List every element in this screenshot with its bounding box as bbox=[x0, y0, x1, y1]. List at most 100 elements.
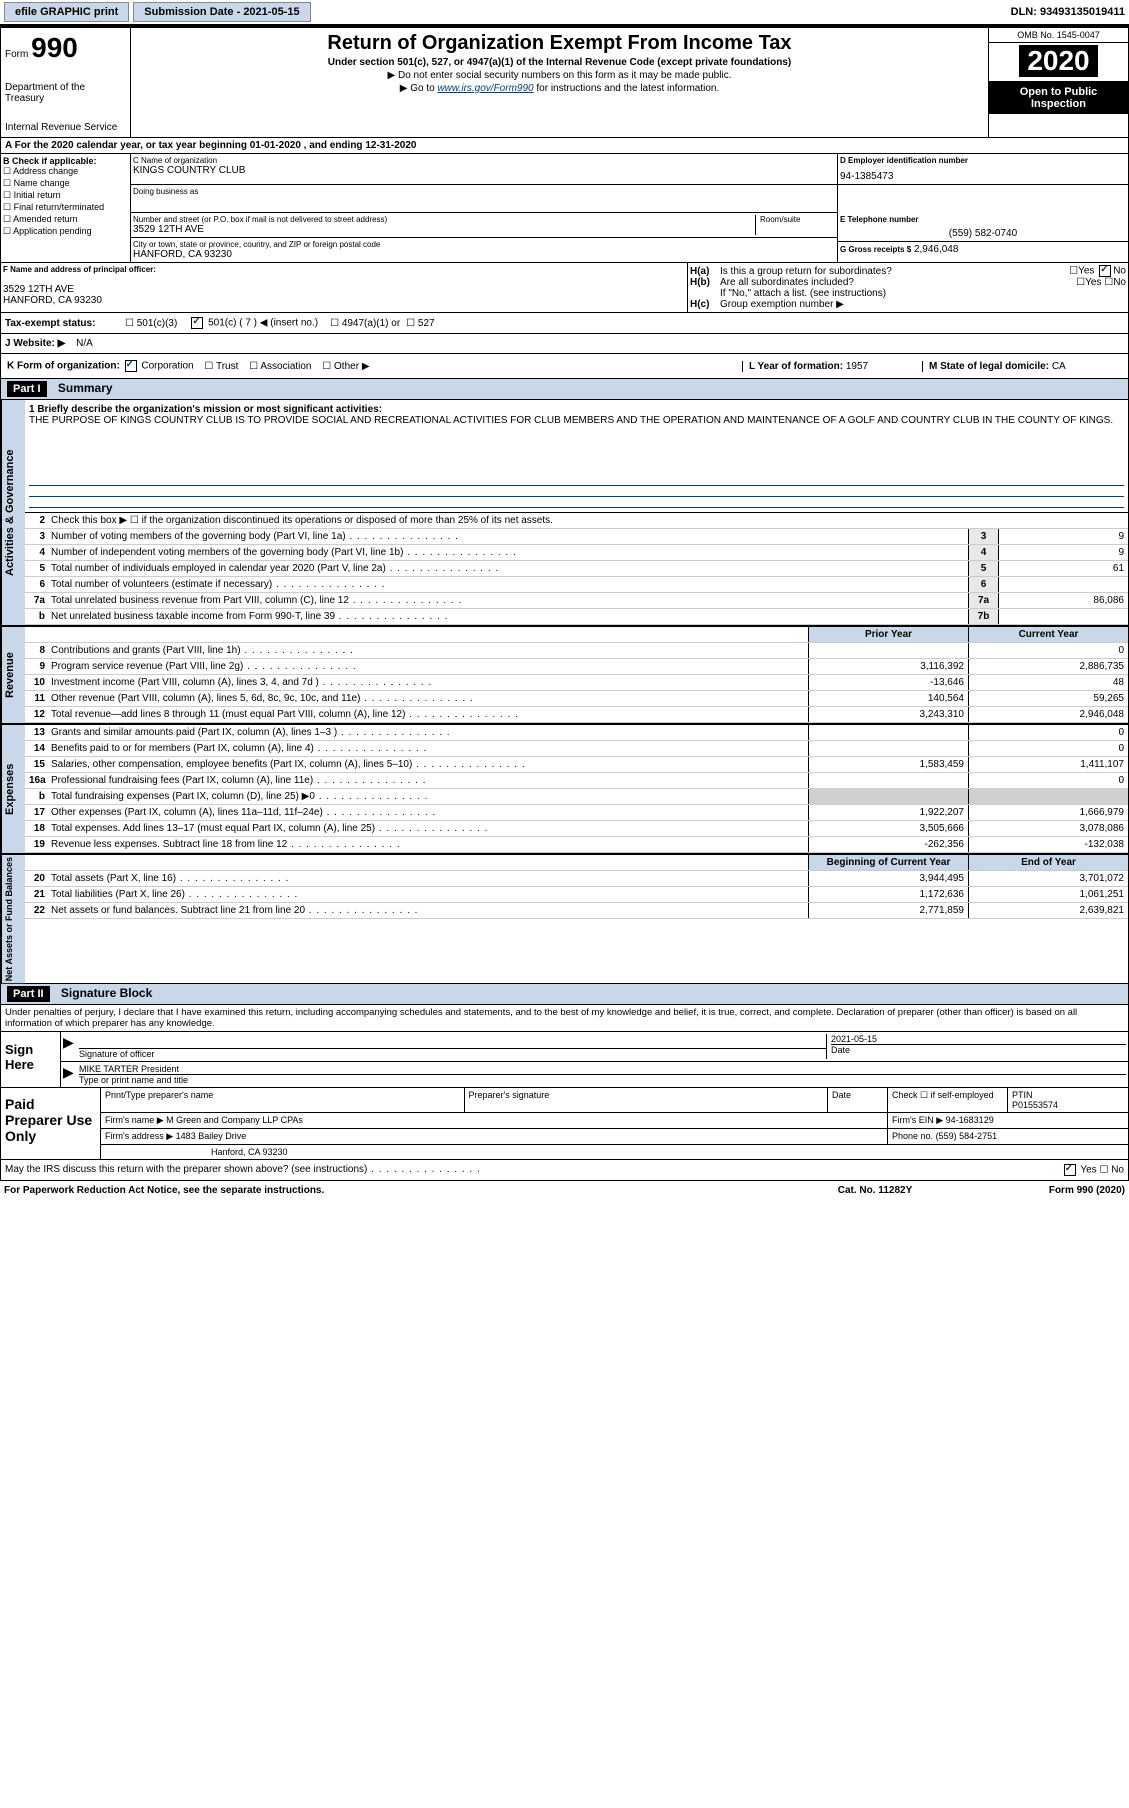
firm-phone-label: Phone no. bbox=[892, 1131, 933, 1141]
ein-label: D Employer identification number bbox=[840, 156, 1126, 165]
prep-date-label: Date bbox=[832, 1090, 851, 1100]
i-4947[interactable]: 4947(a)(1) or bbox=[342, 318, 400, 329]
officer-label: F Name and address of principal officer: bbox=[3, 265, 685, 274]
page-footer: For Paperwork Reduction Act Notice, see … bbox=[0, 1181, 1129, 1200]
discuss-yes[interactable] bbox=[1064, 1164, 1076, 1176]
cb-address-change[interactable]: ☐ Address change bbox=[3, 166, 128, 177]
website-label: J Website: ▶ bbox=[5, 338, 65, 349]
part1-header: Part I Summary bbox=[0, 379, 1129, 400]
sign-here-block: Sign Here ▶ Signature of officer 2021-05… bbox=[0, 1032, 1129, 1088]
phone-label: E Telephone number bbox=[840, 215, 1126, 224]
table-row: 17Other expenses (Part IX, column (A), l… bbox=[25, 805, 1128, 821]
form-number: 990 bbox=[31, 32, 78, 63]
begin-year-hdr: Beginning of Current Year bbox=[808, 855, 968, 870]
ha-text: Is this a group return for subordinates? bbox=[720, 266, 1069, 277]
i-501c3[interactable]: 501(c)(3) bbox=[137, 318, 178, 329]
discuss-no[interactable]: No bbox=[1111, 1165, 1124, 1176]
cb-initial-return[interactable]: ☐ Initial return bbox=[3, 190, 128, 201]
sidebar-net: Net Assets or Fund Balances bbox=[1, 855, 25, 983]
firm-name-label: Firm's name ▶ bbox=[105, 1115, 164, 1125]
cb-name-change[interactable]: ☐ Name change bbox=[3, 178, 128, 189]
end-year-hdr: End of Year bbox=[968, 855, 1128, 870]
table-row: 15Salaries, other compensation, employee… bbox=[25, 757, 1128, 773]
firm-addr1: 1483 Bailey Drive bbox=[176, 1131, 247, 1141]
footer-mid: Cat. No. 11282Y bbox=[775, 1185, 975, 1196]
domicile: CA bbox=[1052, 361, 1066, 372]
dba-label: Doing business as bbox=[133, 187, 835, 196]
dept-treasury: Department of the Treasury bbox=[5, 82, 126, 104]
part1-body: Activities & Governance 1 Briefly descri… bbox=[0, 400, 1129, 984]
section-f-h: F Name and address of principal officer:… bbox=[0, 263, 1129, 313]
cb-app-pending[interactable]: ☐ Application pending bbox=[3, 226, 128, 237]
note-link: ▶ Go to www.irs.gov/Form990 for instruct… bbox=[135, 83, 984, 94]
table-row: 12Total revenue—add lines 8 through 11 (… bbox=[25, 707, 1128, 723]
paid-preparer-block: Paid Preparer Use Only Print/Type prepar… bbox=[0, 1088, 1129, 1160]
officer-addr2: HANFORD, CA 93230 bbox=[3, 295, 685, 306]
form-subtitle: Under section 501(c), 527, or 4947(a)(1)… bbox=[135, 57, 984, 68]
paid-preparer-label: Paid Preparer Use Only bbox=[1, 1088, 101, 1159]
table-row: 18Total expenses. Add lines 13–17 (must … bbox=[25, 821, 1128, 837]
table-row: bNet unrelated business taxable income f… bbox=[25, 609, 1128, 625]
firm-phone: (559) 584-2751 bbox=[936, 1131, 998, 1141]
cb-amended[interactable]: ☐ Amended return bbox=[3, 214, 128, 225]
table-row: 19Revenue less expenses. Subtract line 1… bbox=[25, 837, 1128, 853]
org-name: KINGS COUNTRY CLUB bbox=[133, 165, 835, 176]
k-assoc[interactable]: Association bbox=[260, 361, 311, 372]
footer-left: For Paperwork Reduction Act Notice, see … bbox=[4, 1185, 775, 1196]
date-label: Date bbox=[831, 1044, 1126, 1055]
firm-addr-label: Firm's address ▶ bbox=[105, 1131, 173, 1141]
hc-text: Group exemption number ▶ bbox=[720, 299, 1126, 310]
website-value: N/A bbox=[76, 338, 93, 349]
self-employed-cb[interactable]: Check ☐ if self-employed bbox=[892, 1090, 994, 1100]
table-row: 20Total assets (Part X, line 16)3,944,49… bbox=[25, 871, 1128, 887]
k-other[interactable]: Other ▶ bbox=[334, 361, 369, 372]
firm-name: M Green and Company LLP CPAs bbox=[166, 1115, 303, 1125]
part2-header: Part II Signature Block bbox=[0, 984, 1129, 1005]
tax-exempt-label: Tax-exempt status: bbox=[5, 318, 125, 329]
city-value: HANFORD, CA 93230 bbox=[133, 249, 835, 260]
prior-year-hdr: Prior Year bbox=[808, 627, 968, 642]
table-row: 4Number of independent voting members of… bbox=[25, 545, 1128, 561]
table-row: bTotal fundraising expenses (Part IX, co… bbox=[25, 789, 1128, 805]
street-address: 3529 12TH AVE bbox=[133, 224, 755, 235]
hb-text: Are all subordinates included? bbox=[720, 277, 1076, 288]
cb-final-return[interactable]: ☐ Final return/terminated bbox=[3, 202, 128, 213]
table-row: 5Total number of individuals employed in… bbox=[25, 561, 1128, 577]
table-row: 9Program service revenue (Part VIII, lin… bbox=[25, 659, 1128, 675]
public-inspection: Open to Public Inspection bbox=[989, 82, 1128, 114]
form-title: Return of Organization Exempt From Incom… bbox=[135, 32, 984, 55]
entity-info: B Check if applicable: ☐ Address change … bbox=[0, 154, 1129, 263]
k-corp[interactable] bbox=[125, 360, 137, 372]
note-suffix: for instructions and the latest informat… bbox=[536, 83, 719, 94]
officer-name: MIKE TARTER President bbox=[79, 1064, 1126, 1074]
i-527[interactable]: 527 bbox=[418, 318, 435, 329]
i-501c[interactable] bbox=[191, 317, 203, 329]
tax-period: A For the 2020 calendar year, or tax yea… bbox=[0, 138, 1129, 154]
form-org-label: K Form of organization: bbox=[7, 361, 120, 372]
firm-ein-label: Firm's EIN ▶ bbox=[892, 1115, 943, 1125]
declaration: Under penalties of perjury, I declare th… bbox=[0, 1005, 1129, 1032]
note-prefix: ▶ Go to bbox=[400, 83, 438, 94]
firm-addr2: Hanford, CA 93230 bbox=[211, 1147, 288, 1157]
year-formation-label: L Year of formation: bbox=[749, 361, 843, 372]
table-row: 7aTotal unrelated business revenue from … bbox=[25, 593, 1128, 609]
k-trust[interactable]: Trust bbox=[216, 361, 238, 372]
table-row: 22Net assets or fund balances. Subtract … bbox=[25, 903, 1128, 919]
current-year-hdr: Current Year bbox=[968, 627, 1128, 642]
ptin-value: P01553574 bbox=[1012, 1100, 1058, 1110]
domicile-label: M State of legal domicile: bbox=[929, 361, 1049, 372]
table-row: 3Number of voting members of the governi… bbox=[25, 529, 1128, 545]
city-label: City or town, state or province, country… bbox=[133, 240, 835, 249]
arrow-icon: ▶ bbox=[63, 1064, 79, 1085]
room-label: Room/suite bbox=[760, 215, 835, 224]
ha-no[interactable] bbox=[1099, 265, 1111, 277]
efile-button[interactable]: efile GRAPHIC print bbox=[4, 2, 129, 22]
discuss-row: May the IRS discuss this return with the… bbox=[0, 1160, 1129, 1181]
ptin-label: PTIN bbox=[1012, 1090, 1033, 1100]
note-ssn: ▶ Do not enter social security numbers o… bbox=[135, 70, 984, 81]
form-label: Form bbox=[5, 49, 28, 60]
hb-note: If "No," attach a list. (see instruction… bbox=[720, 288, 1126, 299]
irs-link[interactable]: www.irs.gov/Form990 bbox=[437, 83, 533, 94]
sig-officer-label: Signature of officer bbox=[79, 1048, 826, 1059]
sign-here-label: Sign Here bbox=[1, 1032, 61, 1087]
